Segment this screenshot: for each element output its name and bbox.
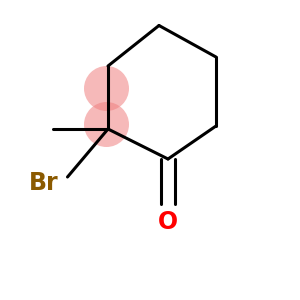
Text: Br: Br xyxy=(28,171,58,195)
Text: O: O xyxy=(158,210,178,234)
Circle shape xyxy=(84,66,129,111)
Circle shape xyxy=(84,102,129,147)
